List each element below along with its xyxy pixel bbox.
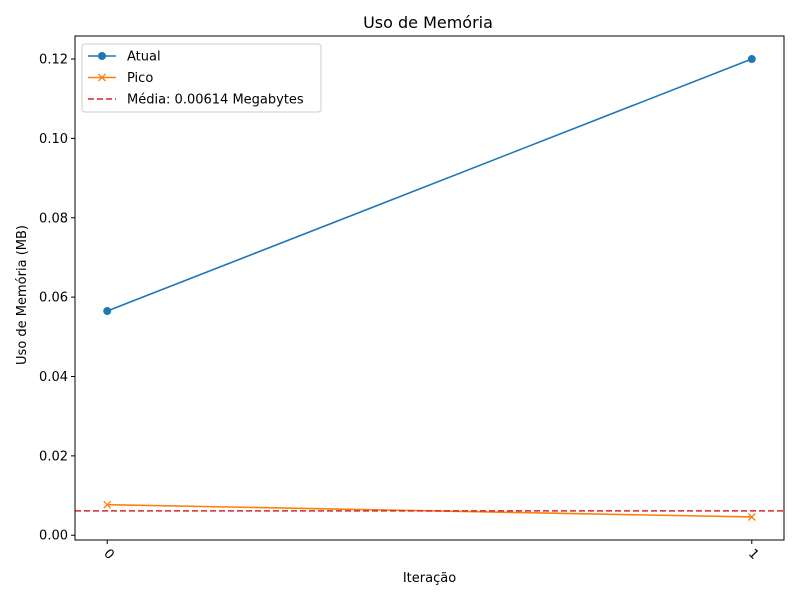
data-point-atual (747, 55, 756, 64)
y-tick-label: 0.10 (39, 132, 68, 147)
y-tick-label: 0.04 (39, 370, 68, 385)
data-point-atual (103, 307, 112, 316)
plot-area: 0.00 0.02 0.04 0.06 0.08 0.10 0.12 0 1 (39, 53, 784, 563)
data-point-pico (103, 500, 112, 509)
y-tick-label: 0.08 (39, 211, 68, 226)
legend-entry-label: Pico (127, 71, 153, 86)
x-tick-label: 1 (745, 546, 761, 562)
chart-title: Uso de Memória (363, 13, 493, 32)
legend-marker (98, 52, 106, 60)
legend-marker (98, 73, 106, 82)
plot-frame (74, 35, 785, 541)
y-tick-label: 0.00 (39, 529, 68, 544)
y-tick-label: 0.02 (39, 449, 68, 464)
legend-entry-label: Atual (127, 50, 161, 65)
x-axis-label: Iteração (403, 571, 456, 586)
y-tick-label: 0.06 (39, 291, 68, 306)
legend-entry-label: Média: 0.00614 Megabytes (127, 93, 304, 108)
y-tick-label: 0.12 (39, 53, 68, 68)
legend-box (81, 43, 322, 113)
y-axis-label: Uso de Memória (MB) (15, 225, 30, 365)
legend: Atual Pico Média: 0.00614 Megabytes (81, 43, 322, 113)
series-line-atual (106, 58, 753, 312)
data-point-pico (747, 513, 756, 521)
x-tick-label: 0 (100, 546, 116, 562)
